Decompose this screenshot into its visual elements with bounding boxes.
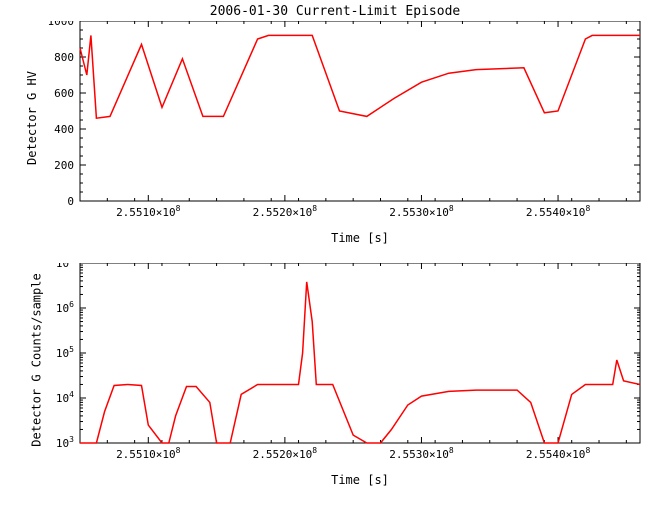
bottom-panel: Detector G Counts/sample 103 104 105 106 107…	[0, 263, 670, 487]
svg-text:2.5510×108: 2.5510×108	[116, 446, 181, 461]
svg-text:107: 107	[56, 263, 74, 270]
svg-text:800: 800	[54, 51, 74, 64]
top-chart-svg: 0 200 400 600 800 1000 2.5510×108 2.5520×108 2.5…	[0, 21, 660, 229]
svg-text:2.5540×108: 2.5540×108	[526, 204, 591, 219]
chart-title: 2006-01-30 Current-Limit Episode	[0, 0, 670, 21]
svg-text:1000: 1000	[48, 21, 75, 28]
svg-text:103: 103	[56, 435, 74, 450]
svg-text:104: 104	[56, 390, 74, 405]
svg-text:0: 0	[67, 195, 74, 208]
svg-text:2.5520×108: 2.5520×108	[253, 446, 318, 461]
top-panel: Detector G HV 0 200 400 600 800 1000 2.5510×10…	[0, 21, 670, 245]
svg-text:600: 600	[54, 87, 74, 100]
svg-text:2.5520×108: 2.5520×108	[253, 204, 318, 219]
svg-text:200: 200	[54, 159, 74, 172]
bottom-xlabel: Time [s]	[80, 471, 640, 487]
bottom-chart-svg: 103 104 105 106 107 2.5510×108 2.5520×108 2.553…	[0, 263, 660, 471]
svg-text:106: 106	[56, 300, 74, 315]
svg-text:2.5510×108: 2.5510×108	[116, 204, 181, 219]
svg-text:2.5540×108: 2.5540×108	[526, 446, 591, 461]
bottom-ylabel: Detector G Counts/sample	[30, 273, 44, 446]
top-ylabel: Detector G HV	[25, 71, 39, 165]
svg-text:400: 400	[54, 123, 74, 136]
svg-text:2.5530×108: 2.5530×108	[389, 204, 454, 219]
svg-text:105: 105	[56, 345, 74, 360]
top-xlabel: Time [s]	[80, 229, 640, 245]
svg-text:2.5530×108: 2.5530×108	[389, 446, 454, 461]
